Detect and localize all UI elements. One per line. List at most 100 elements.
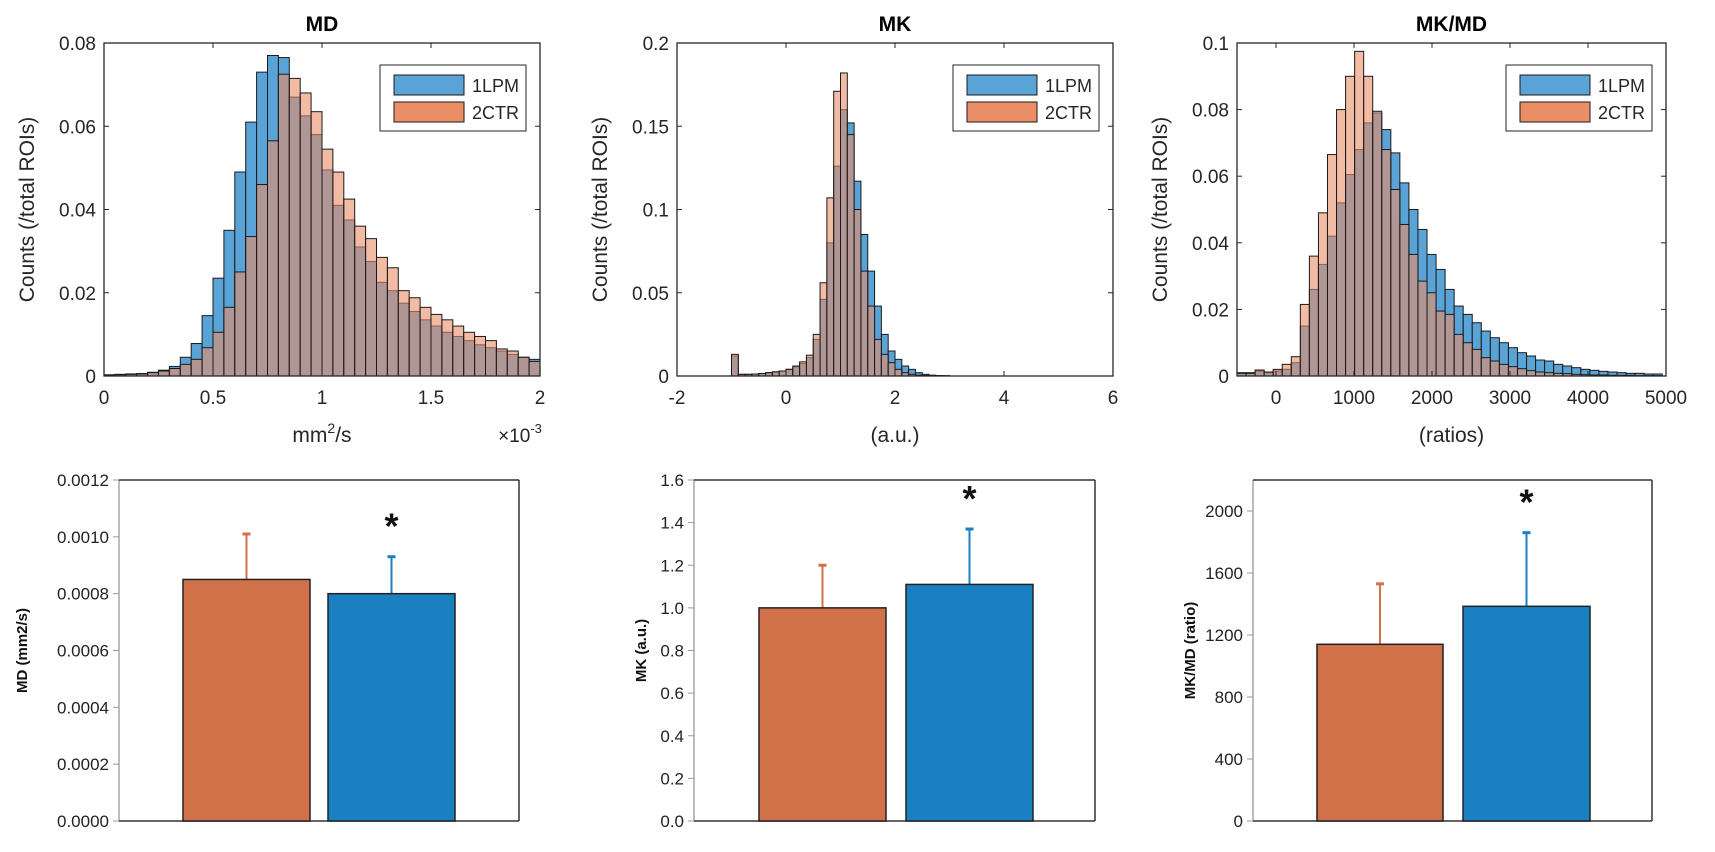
bar-2ctr xyxy=(1435,310,1446,377)
bar-2ctr xyxy=(1254,369,1265,377)
y-tick-label: 0.0000 xyxy=(57,812,109,831)
bar-2ctr xyxy=(430,313,443,377)
bar-2ctr xyxy=(1316,643,1444,822)
bar-2ctr xyxy=(256,184,269,377)
bar-2ctr xyxy=(441,319,454,377)
bar-chart-bar-md: 0.0000 0.0002 0.0004 0.0006 0.0008 0.0010 0.00… xyxy=(14,471,520,831)
bar-2ctr xyxy=(182,578,311,822)
y-tick-label: 0.8 xyxy=(660,642,684,661)
legend-label-2ctr: 2CTR xyxy=(1045,103,1092,123)
bar-2ctr xyxy=(874,338,882,377)
y-tick-label: 0.0008 xyxy=(57,585,109,604)
x-label-tail: /s xyxy=(335,424,351,447)
bar-2ctr xyxy=(1299,303,1310,377)
bar-2ctr xyxy=(234,271,247,377)
bar-2ctr xyxy=(179,363,192,377)
legend: 1LPM 2CTR xyxy=(379,64,527,132)
significance-marker: * xyxy=(962,478,976,519)
legend-swatch-1lpm xyxy=(966,74,1038,96)
bar-2ctr xyxy=(1326,154,1338,377)
bar-2ctr xyxy=(310,111,323,377)
bar-2ctr xyxy=(1372,110,1383,377)
y-tick-label: 1200 xyxy=(1205,626,1243,645)
bar-2ctr xyxy=(1390,189,1401,377)
bar-2ctr xyxy=(332,171,345,377)
legend: 1LPM 2CTR xyxy=(952,64,1100,132)
x-tick-label: 0 xyxy=(99,388,110,409)
bar-2ctr xyxy=(419,306,432,377)
bar-1lpm xyxy=(327,592,456,822)
bar-2ctr xyxy=(1526,370,1537,377)
x-axis-label: (a.u.) xyxy=(870,424,919,447)
bar-2ctr xyxy=(474,335,487,377)
chart-title: MK/MD xyxy=(1416,13,1487,36)
bar-2ctr xyxy=(1345,75,1356,377)
y-tick-label: 1600 xyxy=(1205,564,1243,583)
x-axis-label: (ratios) xyxy=(1419,424,1484,447)
bar-2ctr xyxy=(485,340,497,377)
bar-2ctr xyxy=(1354,50,1365,377)
bar-2ctr xyxy=(778,370,787,377)
x-tick-label: 4 xyxy=(999,388,1010,409)
bar-2ctr xyxy=(223,306,236,377)
bar-2ctr xyxy=(1417,280,1428,377)
x-tick-label: 3000 xyxy=(1489,388,1531,409)
legend-label-1lpm: 1LPM xyxy=(1598,76,1645,96)
x-tick-label: 0 xyxy=(1271,388,1282,409)
bar-2ctr xyxy=(1426,292,1437,377)
bar-2ctr xyxy=(365,238,378,377)
legend-swatch-2ctr xyxy=(1519,101,1591,123)
bar-2ctr xyxy=(212,331,225,377)
x-tick-label: -2 xyxy=(669,388,686,409)
multiplier-exp: -3 xyxy=(530,421,542,436)
y-tick-label: 0.06 xyxy=(59,117,96,138)
y-tick-label: 1.6 xyxy=(660,471,684,490)
x-tick-label: 0 xyxy=(781,388,792,409)
y-tick-label: 0.08 xyxy=(59,34,96,55)
bar-2ctr xyxy=(867,305,876,377)
bar-2ctr xyxy=(887,362,896,377)
bar-2ctr xyxy=(158,370,170,377)
histogram-bars xyxy=(1236,50,1663,377)
bar-2ctr xyxy=(288,77,301,377)
bar-chart-bar-mk: 0.0 0.2 0.4 0.6 0.8 1.0 1.2 1.4 1.6 * MK (a.u.) xyxy=(633,471,1096,831)
x-label-main: mm xyxy=(292,424,327,447)
bar-2ctr xyxy=(833,90,841,377)
y-tick-label: 0.02 xyxy=(59,284,96,305)
histogram-hist-mkmd: MK/MD 0 1000 2000 3000 4000 5000 0 0.02 0.04 0.06 0… xyxy=(1149,13,1687,447)
y-tick-label: 0.05 xyxy=(632,284,669,305)
legend-label-2ctr: 2CTR xyxy=(1598,103,1645,123)
bar-2ctr xyxy=(799,361,807,377)
x-tick-label: 1000 xyxy=(1333,388,1375,409)
y-tick-label: 0.2 xyxy=(660,769,684,788)
x-tick-label: 4000 xyxy=(1567,388,1609,409)
y-tick-label: 0.08 xyxy=(1192,101,1229,122)
chart-title: MK xyxy=(879,13,912,36)
y-tick-label: 1.2 xyxy=(660,556,684,575)
y-tick-label: 400 xyxy=(1215,750,1243,769)
bar-2ctr xyxy=(1399,223,1410,377)
bar-2ctr xyxy=(397,290,410,377)
x-tick-label: 0.5 xyxy=(200,388,226,409)
y-tick-label: 0.1 xyxy=(643,201,669,222)
histogram-bars xyxy=(103,54,541,377)
bar-2ctr xyxy=(894,368,903,377)
y-axis-label: Counts (/total ROIs) xyxy=(16,117,39,303)
bar-2ctr xyxy=(758,607,887,822)
y-tick-label: 0.0002 xyxy=(57,755,109,774)
bar-2ctr xyxy=(528,360,541,377)
bar-2ctr xyxy=(343,198,356,377)
bar-2ctr xyxy=(506,350,519,377)
bar-2ctr xyxy=(819,282,828,377)
y-tick-label: 1.4 xyxy=(660,514,684,533)
y-tick-label: 0 xyxy=(85,367,96,388)
legend-swatch-1lpm xyxy=(1519,74,1591,96)
y-tick-label: 0.0 xyxy=(660,812,684,831)
y-tick-label: 0.6 xyxy=(660,684,684,703)
y-tick-label: 0.02 xyxy=(1192,300,1229,321)
bar-2ctr xyxy=(1444,313,1455,377)
y-tick-label: 0.04 xyxy=(59,201,96,222)
y-tick-label: 0.0012 xyxy=(57,471,109,490)
